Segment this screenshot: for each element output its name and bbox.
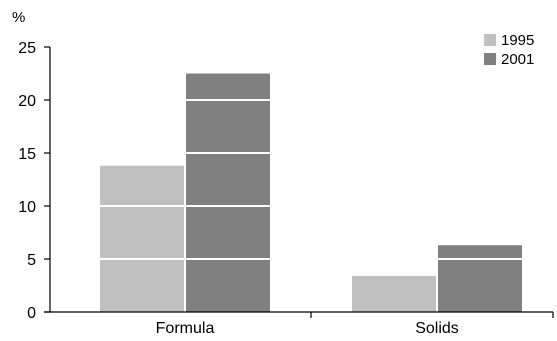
bar-solids-2001 bbox=[438, 245, 522, 312]
bar-formula-2001 bbox=[186, 73, 270, 312]
y-tick-label-5: 5 bbox=[27, 252, 36, 269]
bars-layer bbox=[100, 73, 522, 312]
legend: 1995 2001 bbox=[484, 32, 534, 68]
category-label-solids: Solids bbox=[415, 320, 459, 337]
category-label-formula: Formula bbox=[156, 320, 215, 337]
y-tick-label-15: 15 bbox=[18, 146, 36, 163]
y-axis-unit-label: % bbox=[12, 9, 25, 26]
gridlines-layer bbox=[51, 46, 553, 260]
y-tick-label-0: 0 bbox=[27, 305, 36, 322]
legend-label-2001: 2001 bbox=[501, 51, 534, 68]
y-tick-label-25: 25 bbox=[18, 40, 36, 57]
bar-formula-1995 bbox=[100, 165, 184, 312]
legend-swatch-2001 bbox=[484, 53, 496, 65]
axes-layer bbox=[44, 47, 554, 318]
legend-label-1995: 1995 bbox=[501, 32, 534, 49]
bar-solids-1995 bbox=[352, 275, 436, 312]
category-labels-layer: Formula Solids bbox=[156, 320, 459, 337]
y-ticks-layer: 0 5 10 15 20 25 bbox=[18, 40, 50, 322]
y-tick-label-10: 10 bbox=[18, 199, 36, 216]
legend-swatch-1995 bbox=[484, 34, 496, 46]
y-tick-label-20: 20 bbox=[18, 93, 36, 110]
